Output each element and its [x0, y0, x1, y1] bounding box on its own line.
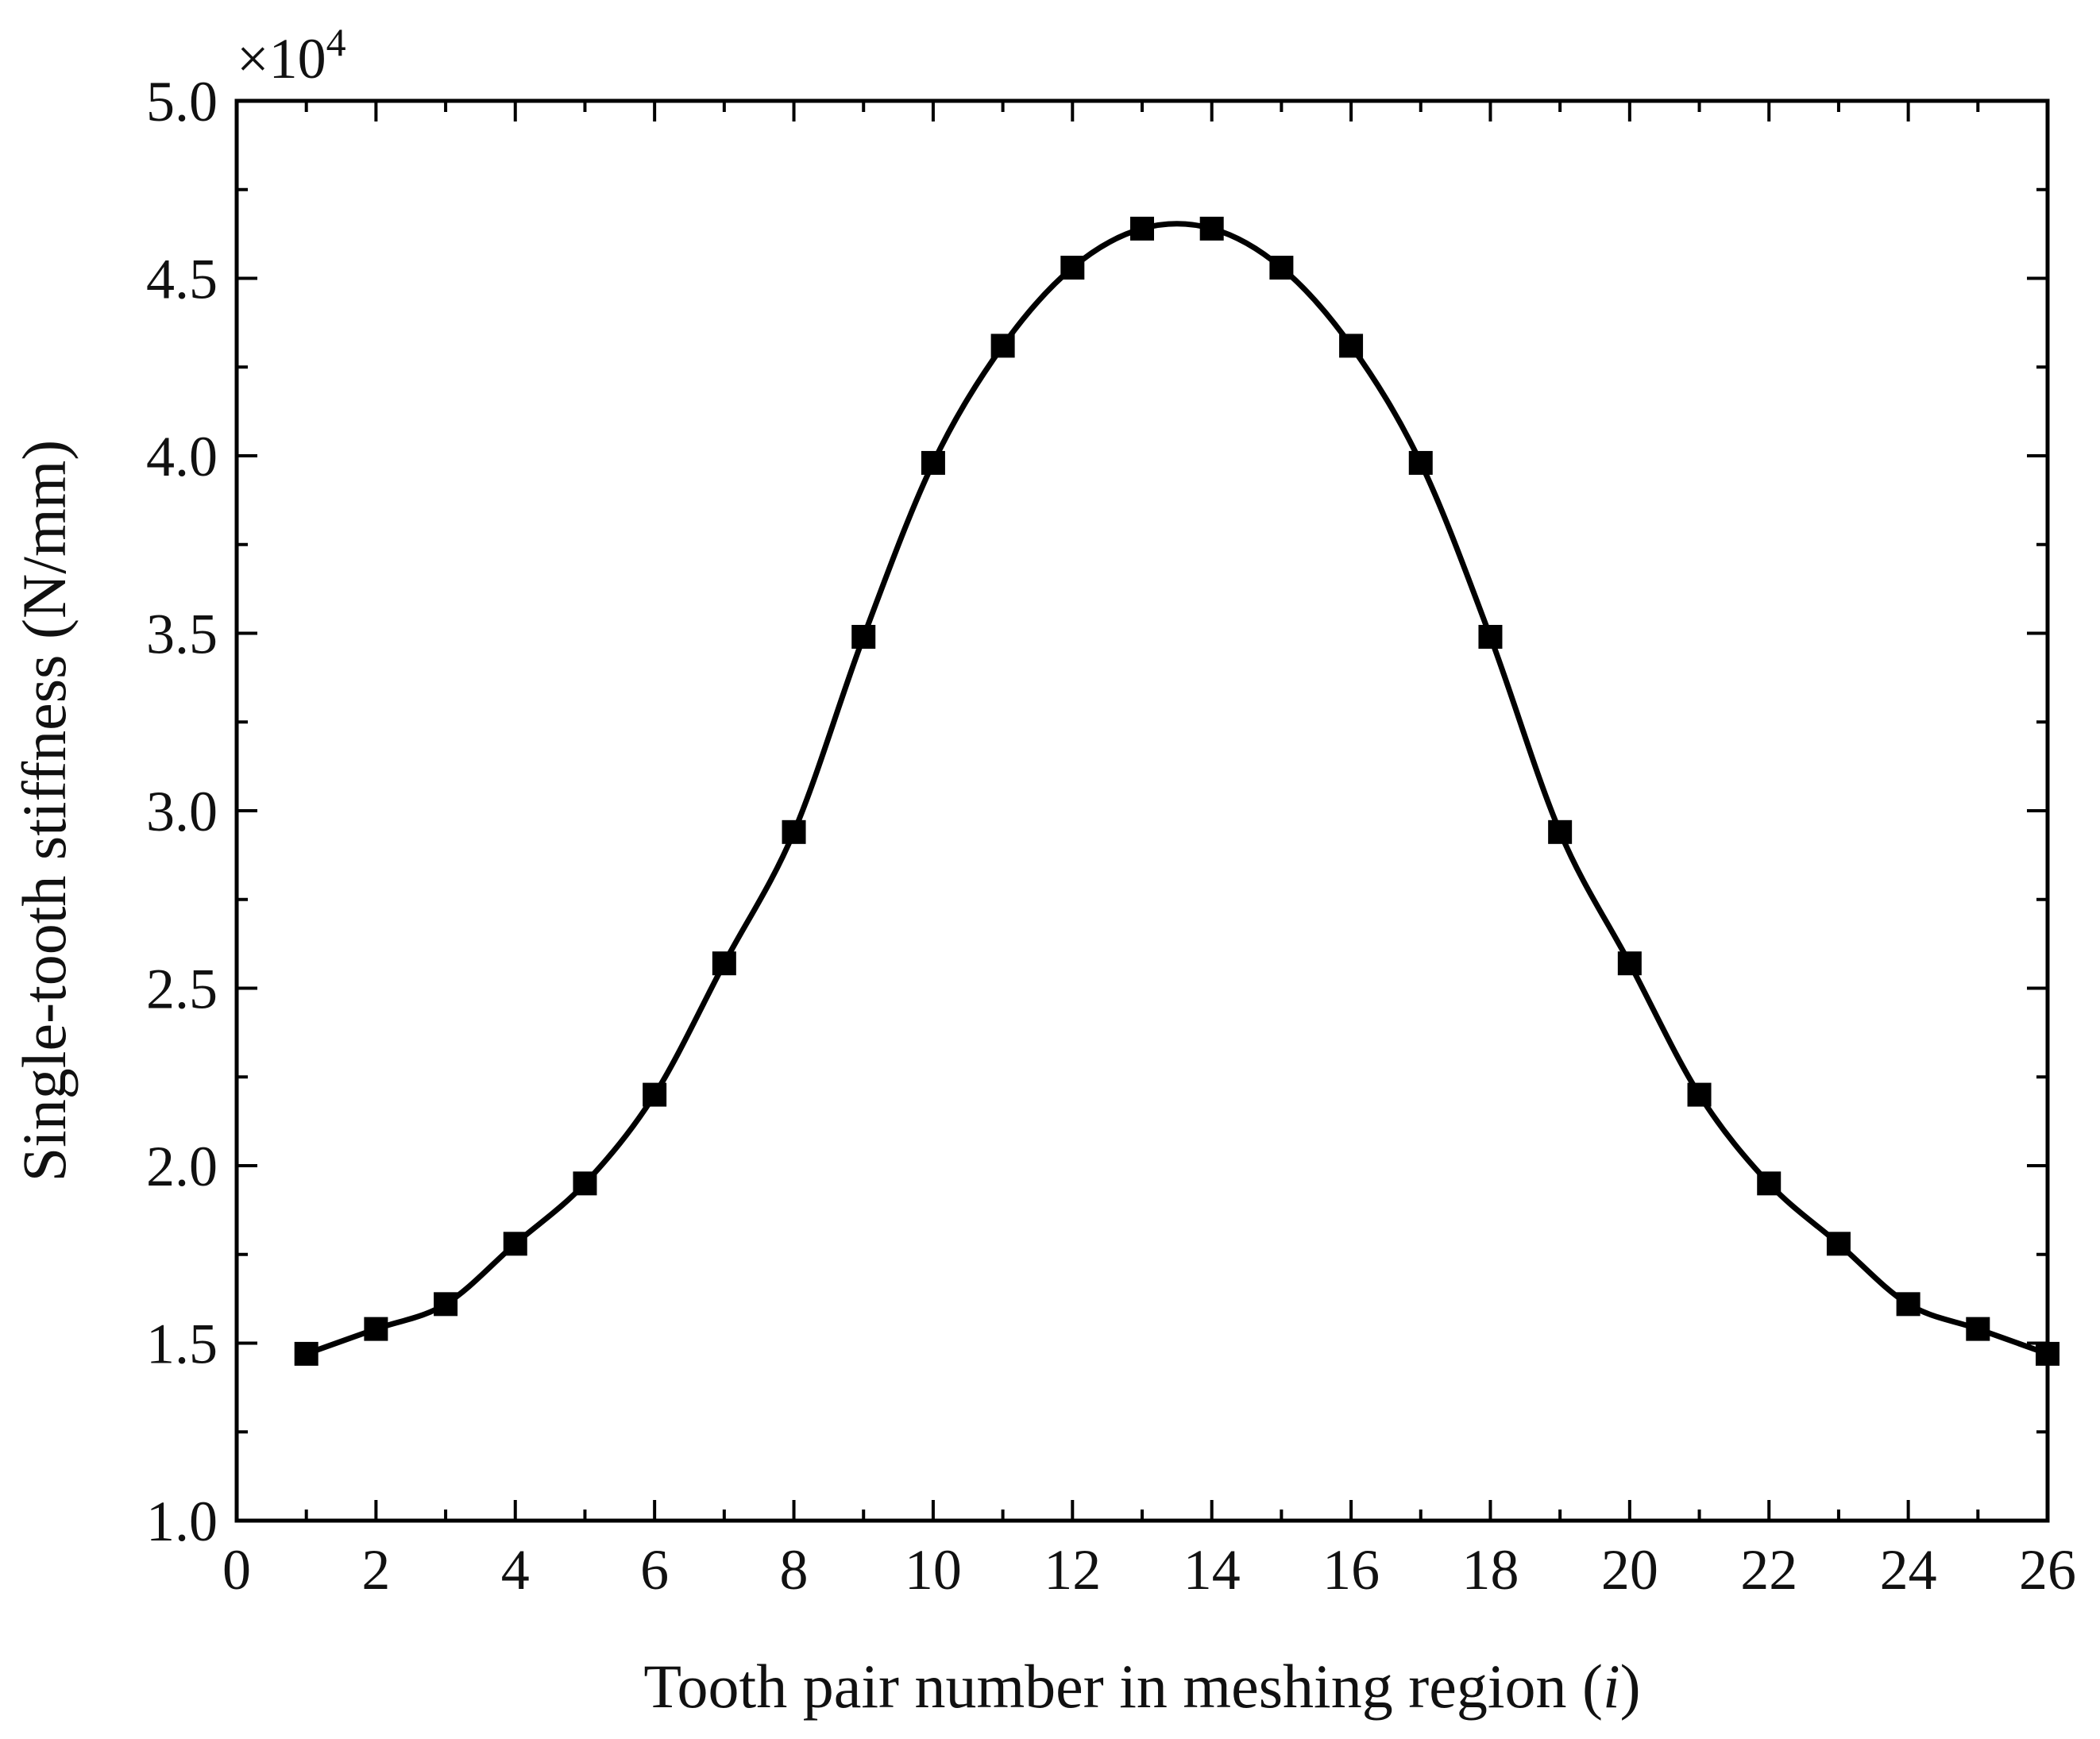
- y-tick-label: 4.0: [146, 425, 218, 488]
- data-point-marker: [1408, 450, 1433, 475]
- data-point-marker: [1269, 256, 1294, 280]
- y-axis-ticks: 1.0 1.5 2.0 2.5 3.0 3.5 4.0 4.5 5.0: [146, 70, 2048, 1553]
- y-axis-title: Single-tooth stiffness (N/mm): [10, 440, 79, 1182]
- y-tick-label: 1.0: [146, 1490, 218, 1553]
- data-point-marker: [1617, 951, 1642, 976]
- data-point-marker: [782, 819, 806, 844]
- data-point-marker: [1826, 1232, 1851, 1256]
- data-point-marker: [1130, 216, 1154, 241]
- y-tick-label: 2.0: [146, 1135, 218, 1198]
- x-tick-label: 0: [222, 1538, 251, 1602]
- data-point-marker: [990, 334, 1015, 358]
- data-point-marker: [1687, 1082, 1712, 1107]
- x-axis-title-text: Tooth pair number in meshing region (: [643, 1652, 1603, 1721]
- y-tick-label: 3.5: [146, 603, 218, 666]
- x-tick-label: 8: [780, 1538, 809, 1602]
- x-tick-label: 2: [361, 1538, 390, 1602]
- x-tick-label: 14: [1183, 1538, 1241, 1602]
- data-point-marker: [434, 1292, 458, 1317]
- x-tick-label: 16: [1322, 1538, 1380, 1602]
- data-point-marker: [1757, 1171, 1782, 1196]
- y-tick-label: 3.0: [146, 780, 218, 843]
- data-point-marker: [712, 951, 736, 976]
- x-tick-label: 4: [501, 1538, 530, 1602]
- data-point-marker: [2036, 1341, 2059, 1366]
- x-axis-title-variable: i: [1603, 1652, 1620, 1721]
- x-tick-label: 6: [640, 1538, 669, 1602]
- data-point-marker: [921, 450, 945, 475]
- data-point-marker: [503, 1232, 527, 1256]
- x-tick-label: 26: [2019, 1538, 2076, 1602]
- x-axis-ticks: 0 2 4 6 8 10 12 14 16 18 20 22 24 26: [222, 101, 2076, 1602]
- data-point-marker: [1478, 624, 1503, 649]
- x-tick-label: 10: [905, 1538, 962, 1602]
- data-point-marker: [1339, 334, 1364, 358]
- x-tick-label: 20: [1601, 1538, 1658, 1602]
- x-axis-title: Tooth pair number in meshing region (i): [643, 1652, 1640, 1721]
- x-tick-label: 22: [1740, 1538, 1797, 1602]
- data-point-marker: [573, 1171, 597, 1196]
- y-tick-label: 2.5: [146, 958, 218, 1021]
- data-point-marker: [1548, 819, 1573, 844]
- x-tick-label: 12: [1044, 1538, 1101, 1602]
- data-point-marker: [1199, 216, 1224, 241]
- x-tick-label: 24: [1880, 1538, 1937, 1602]
- x-axis-title-close: ): [1620, 1652, 1641, 1721]
- y-tick-label: 1.5: [146, 1313, 218, 1376]
- data-series: [294, 216, 2059, 1366]
- data-point-marker: [851, 624, 876, 649]
- data-point-marker: [1896, 1292, 1920, 1317]
- y-tick-label: 4.5: [146, 248, 218, 311]
- y-tick-label: 5.0: [146, 70, 218, 133]
- plot-area-frame: [234, 98, 2050, 1523]
- y-multiplier-exponent: 4: [326, 20, 346, 64]
- series-line: [305, 221, 2049, 1357]
- data-point-marker: [294, 1341, 318, 1366]
- y-multiplier: ×104: [237, 20, 346, 91]
- data-point-marker: [643, 1082, 667, 1107]
- data-point-marker: [1060, 256, 1085, 280]
- data-point-marker: [364, 1317, 388, 1341]
- y-multiplier-base: ×10: [237, 27, 326, 91]
- data-point-marker: [1966, 1317, 1990, 1341]
- x-tick-label: 18: [1461, 1538, 1519, 1602]
